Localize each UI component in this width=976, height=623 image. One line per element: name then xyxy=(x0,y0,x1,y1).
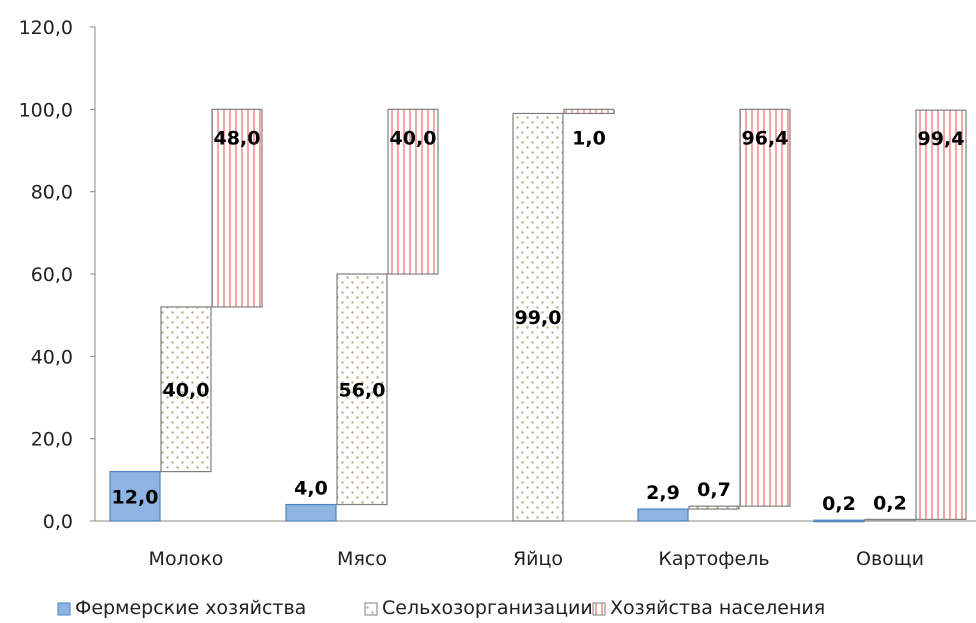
legend-label: Фермерские хозяйства xyxy=(75,597,306,619)
data-label: 40,0 xyxy=(390,127,437,149)
data-label: 99,4 xyxy=(918,128,965,150)
x-category-label: Яйцо xyxy=(513,548,563,570)
x-category-label: Мясо xyxy=(337,548,387,570)
data-label: 1,0 xyxy=(572,127,606,149)
data-label: 0,2 xyxy=(822,493,856,515)
bar-1 xyxy=(285,503,337,522)
y-tick-label: 0,0 xyxy=(43,511,73,533)
y-tick-label: 80,0 xyxy=(31,182,73,204)
y-tick-label: 60,0 xyxy=(31,264,73,286)
data-label: 2,9 xyxy=(646,482,680,504)
data-label: 4,0 xyxy=(294,478,328,500)
legend-swatch xyxy=(364,602,378,616)
x-category-label: Молоко xyxy=(149,548,224,570)
y-tick-label: 120,0 xyxy=(19,17,73,39)
data-label: 48,0 xyxy=(214,127,261,149)
data-labels: 12,0 40,0 48,0 4,0 56,0 40,0 99,0 1,0 2,9 0,7 96,4… xyxy=(112,127,965,515)
bar-3 xyxy=(563,108,615,115)
data-label: 56,0 xyxy=(339,379,386,401)
bar-2 xyxy=(160,306,212,473)
data-label: 0,7 xyxy=(697,479,731,501)
data-label: 0,2 xyxy=(873,492,907,514)
bar-1 xyxy=(109,471,161,522)
legend-swatch xyxy=(592,602,606,616)
axes: 0,0 20,0 40,0 60,0 80,0 100,0 120,0 Молоко Мясо Я… xyxy=(19,17,976,570)
x-category-label: Картофель xyxy=(658,548,769,570)
legend-label: Сельхозорганизации xyxy=(382,597,593,619)
data-label: 99,0 xyxy=(515,307,562,329)
y-tick-label: 20,0 xyxy=(31,429,73,451)
bar-1 xyxy=(637,508,689,522)
data-label: 96,4 xyxy=(742,127,789,149)
bar-3 xyxy=(387,108,439,275)
legend-swatch xyxy=(57,602,71,616)
bar-2 xyxy=(512,112,564,522)
bar-3 xyxy=(211,108,263,308)
bar-1 xyxy=(813,519,865,523)
y-tick-label: 40,0 xyxy=(31,346,73,368)
y-tick-label: 100,0 xyxy=(19,99,73,121)
data-label: 12,0 xyxy=(112,486,159,508)
x-category-label: Овощи xyxy=(856,548,924,570)
data-label: 40,0 xyxy=(163,379,210,401)
bar-2 xyxy=(864,518,916,522)
bar-3 xyxy=(915,109,967,520)
bar-3 xyxy=(739,108,791,507)
bar-2 xyxy=(336,273,388,506)
legend-label: Хозяйства населения xyxy=(610,597,825,619)
bar-2 xyxy=(688,505,740,510)
legend: Фермерские хозяйства Сельхозорганизации Хо… xyxy=(57,597,825,619)
bars xyxy=(109,108,967,523)
